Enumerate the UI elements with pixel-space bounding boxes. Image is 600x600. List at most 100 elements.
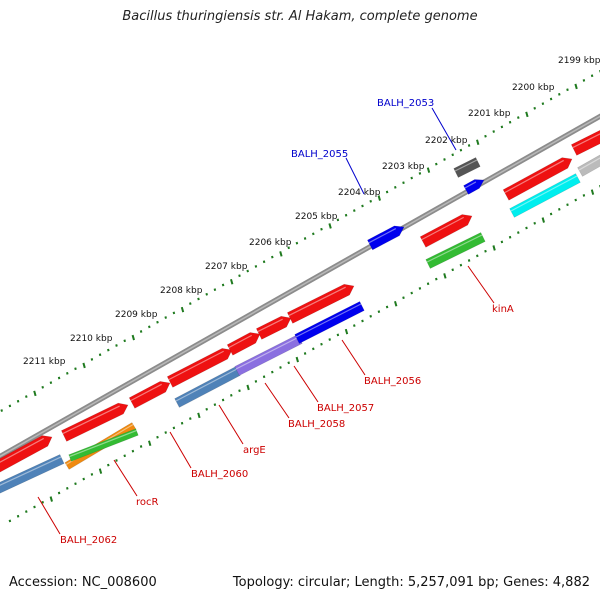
- scale-tick: [484, 134, 487, 138]
- scale-tick: [353, 209, 356, 212]
- scale-tick: [369, 314, 372, 318]
- gene-arrow-shine: [421, 216, 464, 241]
- gene-label: BALH_2055: [291, 149, 348, 160]
- gene-arrow: [128, 381, 171, 409]
- gene-arrow-shine: [504, 159, 564, 194]
- scale-tick: [262, 375, 266, 379]
- gene-class-bar-shine: [510, 175, 578, 212]
- scale-tick: [582, 194, 586, 197]
- scale-tick: [410, 291, 413, 295]
- scale-tick: [139, 330, 143, 333]
- scale-tick: [221, 398, 225, 402]
- gene-arrow: [60, 402, 129, 442]
- scale-tick: [238, 274, 241, 278]
- gene-arrow-shine: [62, 405, 120, 435]
- scale-tick: [295, 241, 299, 245]
- scale-tick: [139, 445, 143, 448]
- scale-tick: [344, 213, 348, 217]
- gene-arrow: [453, 157, 481, 178]
- scale-tick: [25, 510, 28, 513]
- scale-tick: [74, 482, 77, 486]
- scale-tick: [115, 459, 118, 462]
- gene-arrow: [286, 283, 355, 324]
- scale-tick: [213, 288, 217, 292]
- scale-tick: [148, 440, 152, 447]
- scale-tick: [279, 366, 282, 369]
- gene-label-leader: [169, 431, 192, 469]
- gene-label-leader: [345, 157, 365, 195]
- scale-tick: [418, 287, 422, 290]
- scale-tick: [574, 198, 577, 202]
- scale-tick: [549, 97, 553, 101]
- gene-label: rocR: [136, 497, 159, 508]
- scale-tick: [90, 358, 94, 361]
- scale-tick: [189, 302, 192, 305]
- scale-tick: [517, 116, 520, 119]
- gene-label: BALH_2057: [317, 403, 374, 414]
- scale-label: 2210 kbp: [70, 334, 113, 344]
- gene-class-bar: [294, 301, 365, 344]
- scale-tick: [353, 324, 356, 327]
- scale-tick: [582, 79, 586, 82]
- scale-label: 2209 kbp: [115, 310, 158, 320]
- gene-label-leader: [341, 339, 366, 376]
- scale-tick: [180, 306, 185, 313]
- gene-arrow-shine: [572, 133, 600, 149]
- scale-tick: [156, 435, 159, 439]
- scale-tick: [377, 195, 381, 201]
- scale-tick: [467, 144, 471, 147]
- scale-tick: [230, 393, 233, 397]
- gene-label-leader: [293, 365, 319, 403]
- gene-label-leader: [37, 496, 61, 535]
- scale-tick: [90, 473, 94, 476]
- scale-tick: [435, 277, 438, 281]
- scale-label: 2200 kbp: [512, 83, 555, 93]
- scale-tick: [197, 297, 200, 301]
- gene-arrow-shine: [288, 286, 346, 317]
- scale-tick: [459, 263, 463, 267]
- scale-tick: [459, 148, 463, 152]
- gene-class-bar: [0, 454, 65, 494]
- scale-tick: [500, 240, 504, 244]
- scale-tick: [254, 265, 258, 268]
- gene-label: argE: [243, 445, 266, 456]
- scale-tick: [123, 339, 126, 343]
- scale-tick: [49, 496, 53, 502]
- scale-tick: [16, 399, 20, 403]
- scale-tick: [205, 292, 208, 296]
- scale-tick: [271, 370, 274, 374]
- scale-tick: [41, 385, 44, 389]
- scale-tick: [74, 367, 77, 371]
- scale-tick: [33, 390, 37, 397]
- scale-tick: [246, 269, 249, 273]
- scale-tick: [385, 190, 389, 194]
- scale-tick: [41, 500, 44, 504]
- gene-label-leader: [218, 404, 244, 445]
- scale-tick: [476, 254, 479, 258]
- scale-tick: [467, 259, 471, 262]
- scale-tick: [558, 207, 561, 211]
- scale-tick: [492, 130, 495, 133]
- gene-arrow-shine: [464, 181, 477, 189]
- gene-arrow-shine: [257, 318, 283, 333]
- gene-label: BALH_2062: [60, 535, 117, 546]
- accession-text: Accession: NC_008600: [9, 575, 157, 590]
- scale-tick: [221, 283, 225, 287]
- scale-tick: [189, 417, 192, 420]
- scale-tick: [287, 361, 290, 365]
- scale-tick: [435, 162, 438, 166]
- scale-tick: [541, 217, 545, 223]
- scale-tick: [426, 282, 430, 286]
- scale-tick: [443, 158, 446, 161]
- scale-tick: [369, 199, 372, 203]
- scale-tick: [303, 237, 307, 240]
- scale-label: 2205 kbp: [295, 212, 338, 222]
- gene-label: BALH_2053: [377, 98, 434, 109]
- scale-tick: [394, 185, 397, 189]
- scale-tick: [164, 431, 167, 434]
- scale-tick: [394, 300, 398, 307]
- scale-tick: [8, 519, 12, 523]
- gene-class-bar-shine: [578, 157, 600, 171]
